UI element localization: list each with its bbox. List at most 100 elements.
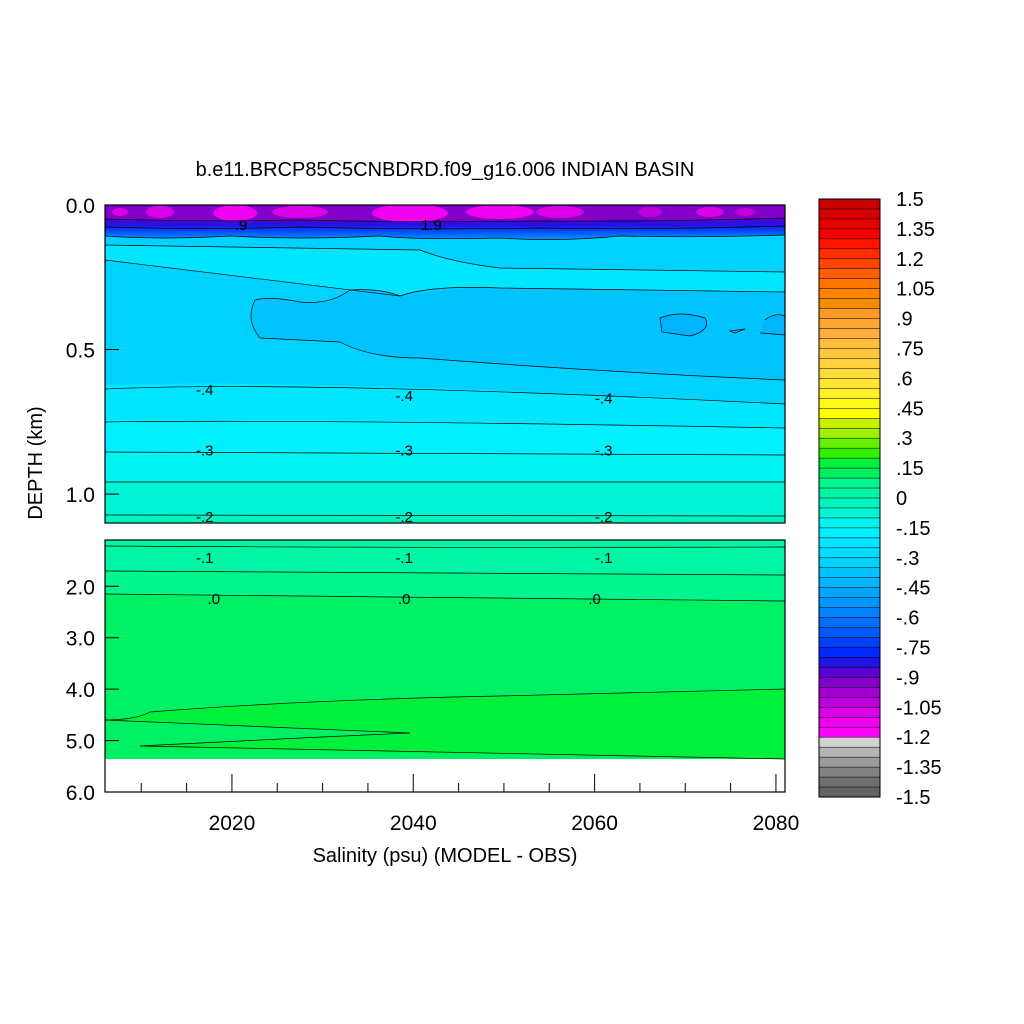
- colorbar-label: .45: [896, 398, 924, 420]
- contour-label: .0: [208, 591, 221, 608]
- contour-label: -.4: [196, 382, 214, 399]
- contour-label: -.1: [595, 550, 613, 567]
- colorbar-label: -.75: [896, 638, 930, 660]
- colorbar-swatch: [818, 318, 881, 330]
- colorbar-swatch: [818, 507, 881, 519]
- colorbar-swatch: [818, 517, 881, 529]
- colorbar-label: -.3: [896, 548, 919, 570]
- colorbar-swatch: [818, 687, 881, 698]
- x-tick-label: 2080: [753, 812, 800, 835]
- colorbar-label: -1.2: [896, 727, 930, 749]
- colorbar: 1.5 1.35 1.2 1.05 .9 .75 .6 .45 .3 .15 0 -.15 -.3 -.4…: [818, 189, 942, 809]
- colorbar-swatch: [818, 677, 881, 688]
- y-tick-label: 5.0: [66, 731, 95, 754]
- colorbar-swatch: [818, 577, 881, 589]
- contour-label: -.1: [395, 550, 413, 567]
- colorbar-swatch: [818, 268, 881, 280]
- colorbar-swatch: [818, 607, 881, 619]
- colorbar-swatch: [818, 736, 881, 748]
- colorbar-swatch: [818, 378, 881, 389]
- colorbar-swatch: [818, 447, 881, 459]
- contour-label: -.3: [196, 443, 214, 460]
- colorbar-swatch: [818, 388, 881, 399]
- y-tick-label: 3.0: [66, 628, 95, 651]
- contour-label: -.3: [395, 443, 413, 460]
- colorbar-swatch: [818, 537, 881, 549]
- colorbar-swatch: [818, 587, 881, 599]
- contour-label: -.2: [196, 509, 214, 526]
- colorbar-swatch: [818, 547, 881, 559]
- colorbar-swatch: [818, 348, 881, 360]
- colorbar-swatch: [818, 766, 881, 778]
- colorbar-swatch: [818, 557, 881, 569]
- colorbar-label: 1.5: [896, 189, 924, 211]
- colorbar-swatch: [818, 198, 881, 210]
- y-tick-label: 2.0: [66, 576, 95, 599]
- chart-title: b.e11.BRCP85C5CNBDRD.f09_g16.006 INDIAN …: [196, 159, 695, 181]
- colorbar-label: .9: [896, 309, 913, 331]
- colorbar-swatch: [818, 208, 881, 220]
- colorbar-label: 1.2: [896, 249, 924, 271]
- colorbar-swatch: [818, 228, 881, 240]
- colorbar-swatch: [818, 617, 881, 629]
- colorbar-swatch: [818, 717, 881, 728]
- colorbar-swatch: [818, 786, 881, 798]
- colorbar-swatch: [818, 258, 881, 270]
- contour-label: -.3: [595, 443, 613, 460]
- colorbar-label: .15: [896, 458, 924, 480]
- colorbar-label: 1.35: [896, 219, 935, 241]
- contour-label: -.2: [395, 509, 413, 526]
- colorbar-swatch: [818, 567, 881, 579]
- colorbar-swatch: [818, 398, 881, 409]
- colorbar-swatch: [818, 308, 881, 320]
- colorbar-swatch: [818, 457, 881, 469]
- colorbar-swatch: [818, 697, 881, 708]
- colorbar-swatch: [818, 338, 881, 350]
- y-tick-label: 0.0: [66, 195, 95, 218]
- colorbar-swatch: [818, 746, 881, 758]
- colorbar-swatch: [818, 328, 881, 340]
- contour-label: -.1: [196, 550, 214, 567]
- contour-label: .0: [588, 591, 601, 608]
- contour-label: -.4: [595, 391, 613, 408]
- colorbar-swatch: [818, 218, 881, 230]
- colorbar-swatch: [818, 477, 881, 489]
- colorbar-swatch: [818, 427, 881, 439]
- colorbar-swatch: [818, 776, 881, 788]
- colorbar-swatch: [818, 637, 881, 649]
- colorbar-swatch: [818, 408, 881, 419]
- contour-label: .0: [398, 591, 411, 608]
- contour-labels: .9 1.9 -.4 -.4 -.4 -.3 -.3 -.3 -.2 -.2 -.2 -.1 -.1 -.…: [196, 217, 612, 608]
- colorbar-swatch: [818, 487, 881, 499]
- colorbar-swatch: [818, 707, 881, 718]
- colorbar-swatch: [818, 248, 881, 260]
- colorbar-swatch: [818, 726, 881, 738]
- upper-panel-field: [105, 205, 785, 523]
- contour-label: -.4: [395, 388, 413, 405]
- colorbar-label: 0: [896, 488, 907, 510]
- colorbar-swatch: [818, 647, 881, 659]
- contour-label: -.2: [595, 509, 613, 526]
- colorbar-swatch: [818, 667, 881, 678]
- colorbar-label: -.6: [896, 608, 919, 630]
- x-tick-label: 2060: [571, 812, 618, 835]
- colorbar-swatch: [818, 358, 881, 369]
- colorbar-swatch: [818, 527, 881, 539]
- contour-label: .9: [235, 217, 248, 234]
- colorbar-swatch: [818, 437, 881, 449]
- y-axis-label: DEPTH (km): [25, 406, 47, 519]
- colorbar-swatch: [818, 627, 881, 639]
- colorbar-label: -.45: [896, 578, 930, 600]
- y-tick-label: 6.0: [66, 782, 95, 805]
- colorbar-swatch: [818, 467, 881, 479]
- colorbar-label: -1.05: [896, 697, 942, 719]
- colorbar-swatch: [818, 657, 881, 668]
- colorbar-swatch: [818, 238, 881, 250]
- y-tick-label: 4.0: [66, 679, 95, 702]
- y-tick-label: 1.0: [66, 484, 95, 507]
- y-axis: 0.0 0.5 1.0 2.0 3.0 4.0 5.0 6.0: [66, 195, 119, 805]
- colorbar-label: .6: [896, 368, 913, 390]
- contour-label: 1.9: [421, 217, 442, 234]
- colorbar-swatch: [818, 497, 881, 509]
